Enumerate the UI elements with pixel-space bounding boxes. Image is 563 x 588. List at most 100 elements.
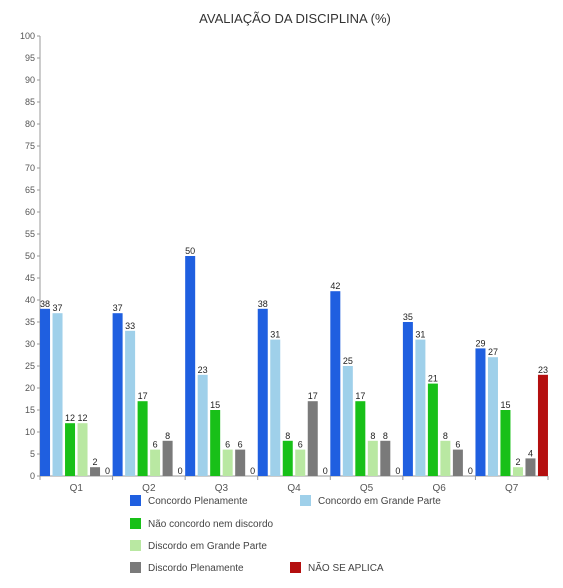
legend-swatch <box>130 495 141 506</box>
data-label: 6 <box>238 440 243 450</box>
data-label: 50 <box>185 246 195 256</box>
bar <box>440 440 451 476</box>
bar <box>380 440 391 476</box>
bar <box>185 256 196 476</box>
legend-swatch <box>290 562 301 573</box>
y-tick-label: 100 <box>20 31 35 41</box>
bar <box>77 423 88 476</box>
data-label: 12 <box>78 413 88 423</box>
y-tick-label: 60 <box>25 207 35 217</box>
chart-title: AVALIAÇÃO DA DISCIPLINA (%) <box>199 11 391 26</box>
bar <box>40 308 51 476</box>
data-label: 33 <box>125 321 135 331</box>
data-label: 6 <box>455 440 460 450</box>
bar <box>197 374 208 476</box>
data-label: 31 <box>270 330 280 340</box>
data-label: 23 <box>538 365 548 375</box>
data-label: 8 <box>443 431 448 441</box>
data-label: 37 <box>113 303 123 313</box>
bars-group <box>40 256 548 476</box>
y-tick-label: 40 <box>25 295 35 305</box>
y-tick-label: 10 <box>25 427 35 437</box>
legend-swatch <box>130 518 141 529</box>
y-tick-label: 0 <box>30 471 35 481</box>
data-label: 27 <box>488 347 498 357</box>
y-tick-label: 95 <box>25 53 35 63</box>
data-label: 25 <box>343 356 353 366</box>
bar <box>307 401 318 476</box>
legend-label: Concordo Plenamente <box>148 496 248 507</box>
data-label: 29 <box>475 338 485 348</box>
y-tick-label: 30 <box>25 339 35 349</box>
y-tick-label: 15 <box>25 405 35 415</box>
y-tick-label: 25 <box>25 361 35 371</box>
bar <box>150 449 161 476</box>
bar <box>90 467 101 476</box>
data-label: 8 <box>370 431 375 441</box>
bar <box>222 449 233 476</box>
y-tick-label: 90 <box>25 75 35 85</box>
legend: Concordo Plenamente Concordo em Grande Pa… <box>130 495 441 574</box>
bar <box>487 357 498 476</box>
data-label: 0 <box>250 466 255 476</box>
bar <box>402 322 413 476</box>
bar <box>427 383 438 476</box>
data-label: 37 <box>53 303 63 313</box>
y-tick-label: 85 <box>25 97 35 107</box>
bar <box>367 440 378 476</box>
bar <box>162 440 173 476</box>
data-label: 0 <box>178 466 183 476</box>
y-tick-label: 45 <box>25 273 35 283</box>
data-label: 2 <box>515 457 520 467</box>
y-tick-label: 65 <box>25 185 35 195</box>
y-tick-label: 20 <box>25 383 35 393</box>
data-label: 8 <box>165 431 170 441</box>
bar <box>112 313 123 476</box>
data-label: 17 <box>355 391 365 401</box>
x-tick-label: Q6 <box>432 483 446 494</box>
bar <box>525 458 536 476</box>
bar <box>282 440 293 476</box>
bar <box>512 467 523 476</box>
data-label: 15 <box>210 400 220 410</box>
data-label: 6 <box>225 440 230 450</box>
x-axis: Q1 Q2 Q3 Q4 Q5 Q6 Q7 <box>39 475 549 494</box>
y-tick-label: 50 <box>25 251 35 261</box>
y-tick-label: 35 <box>25 317 35 327</box>
bar <box>52 313 63 476</box>
data-label: 35 <box>403 312 413 322</box>
legend-label: Discordo em Grande Parte <box>148 541 267 552</box>
bar <box>65 423 76 476</box>
y-tick-label: 75 <box>25 141 35 151</box>
data-label: 0 <box>105 466 110 476</box>
bar <box>125 330 136 476</box>
legend-swatch <box>300 495 311 506</box>
bar <box>210 410 221 476</box>
bar <box>257 308 268 476</box>
y-tick-label: 5 <box>30 449 35 459</box>
legend-swatch <box>130 540 141 551</box>
data-label: 6 <box>153 440 158 450</box>
data-label: 21 <box>428 374 438 384</box>
y-axis: 0 5 10 15 20 25 30 35 40 45 50 55 60 65 70 75 80 85 90 95 10… <box>20 31 41 481</box>
legend-label: Concordo em Grande Parte <box>318 496 441 507</box>
legend-label: NÃO SE APLICA <box>308 561 384 574</box>
y-tick-label: 70 <box>25 163 35 173</box>
bar <box>235 449 246 476</box>
data-label: 8 <box>285 431 290 441</box>
data-label: 6 <box>298 440 303 450</box>
data-label: 38 <box>40 299 50 309</box>
data-label: 4 <box>528 448 533 458</box>
data-label: 17 <box>308 391 318 401</box>
bar <box>137 401 148 476</box>
bar <box>415 339 426 476</box>
data-label: 15 <box>500 400 510 410</box>
data-label: 12 <box>65 413 75 423</box>
data-label: 23 <box>198 365 208 375</box>
legend-label: Discordo Plenamente <box>148 563 244 574</box>
x-tick-label: Q4 <box>287 483 301 494</box>
bar <box>330 291 341 476</box>
bar <box>270 339 281 476</box>
y-tick-label: 80 <box>25 119 35 129</box>
